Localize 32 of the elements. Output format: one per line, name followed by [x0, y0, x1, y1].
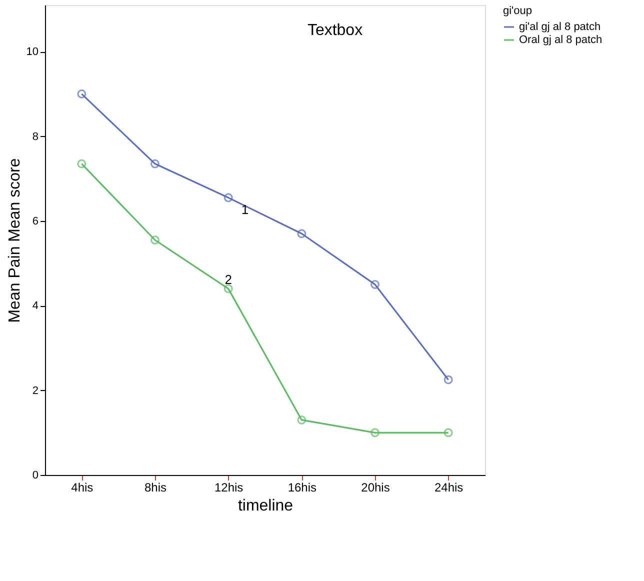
x-tick-label: 8his	[144, 480, 167, 494]
point	[444, 375, 453, 384]
x-axis-title: timeline	[238, 498, 294, 514]
x-tick-label: 12his	[214, 480, 244, 494]
point	[77, 159, 86, 168]
y-tick-label: 8	[32, 130, 38, 143]
x-tick-label: 20his	[361, 480, 390, 494]
point	[297, 415, 306, 424]
point	[150, 159, 160, 168]
y-tick-label: 10	[26, 46, 38, 58]
x-tick-label: 24his	[434, 480, 464, 494]
annotation: Textbox	[307, 22, 363, 39]
legend-title: gi'oup	[503, 5, 532, 17]
point	[224, 193, 233, 202]
x-tick-label: 16his	[288, 480, 317, 494]
legend-label: Oral gj al 8 patch	[519, 34, 602, 46]
point	[297, 229, 306, 238]
point	[370, 280, 380, 289]
point	[150, 236, 160, 244]
point	[444, 428, 453, 438]
point	[77, 89, 86, 98]
point	[370, 428, 380, 438]
y-tick-label: 2	[32, 384, 38, 397]
annotation: 1	[241, 202, 249, 217]
y-tick-label: 0	[32, 470, 38, 482]
x-tick-label: 4his	[71, 480, 94, 494]
y-tick-label: 6	[32, 215, 38, 228]
annotation: 2	[224, 272, 232, 288]
y-tick-label: 4	[32, 300, 38, 312]
legend-label: gi'al gj al 8 patch	[519, 21, 601, 33]
point	[224, 284, 233, 294]
y-axis-title: Mean Pain Mean score	[6, 158, 24, 323]
